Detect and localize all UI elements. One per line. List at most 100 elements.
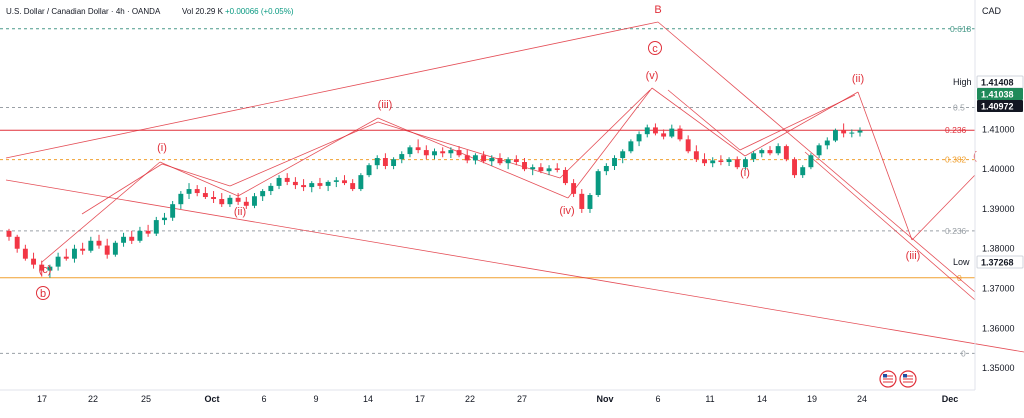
candle-body — [702, 159, 707, 164]
price-badge-value: 1.41408 — [981, 78, 1014, 88]
wave-circle — [36, 286, 50, 300]
candle-body — [292, 181, 298, 186]
candle-body — [693, 151, 699, 160]
wave-label: c — [652, 43, 658, 55]
event-icons — [879, 370, 917, 388]
candle-body — [759, 150, 765, 154]
candle-body — [235, 197, 241, 202]
fib-label: 0.236 — [945, 125, 967, 135]
fib-label: 0 — [961, 348, 966, 358]
candle-body — [63, 256, 69, 259]
candle-body — [489, 158, 495, 162]
symbol-title: U.S. Dollar / Canadian Dollar · 4h · OAN… — [6, 7, 161, 16]
wave-line — [161, 163, 231, 187]
candle-body — [145, 230, 151, 234]
price-badge-value: 1.37268 — [981, 258, 1014, 268]
price-badge — [976, 255, 1024, 269]
x-tick-label: 11 — [705, 394, 714, 404]
wave-line — [667, 89, 741, 151]
candle-body — [268, 185, 274, 192]
candle-body — [170, 204, 176, 218]
candle-body — [505, 159, 511, 164]
candle-body — [350, 183, 356, 190]
candle-body — [432, 151, 437, 156]
currency-label: CAD — [982, 6, 1002, 16]
candle-body — [456, 150, 462, 156]
change-readout: +0.00066 (+0.05%) — [225, 7, 294, 16]
x-tick-label: 25 — [141, 394, 151, 404]
candle-body — [652, 127, 658, 134]
candle-body — [710, 160, 716, 164]
candle-body — [22, 248, 28, 259]
candle-body — [112, 242, 118, 255]
candle-body — [669, 128, 675, 137]
candle-body — [72, 248, 77, 259]
candle-body — [194, 189, 200, 194]
x-tick-label: Dec — [942, 394, 959, 404]
x-tick-label: 17 — [415, 394, 425, 404]
candle-body — [284, 177, 290, 182]
candle-body — [178, 193, 184, 205]
candle-body — [734, 159, 740, 168]
fib-label: 0.5 — [953, 103, 965, 113]
price-badge-value: 1.40972 — [981, 102, 1014, 112]
x-tick-label: 22 — [465, 394, 475, 404]
candle-body — [121, 236, 127, 243]
candle-body — [333, 180, 339, 182]
candle-body — [186, 189, 192, 194]
x-tick-label: 24 — [857, 394, 867, 404]
volume-readout: Vol 20.29 K — [182, 7, 224, 16]
candle-body — [448, 150, 454, 154]
candle-body — [391, 159, 397, 166]
candle-body — [742, 159, 748, 168]
candle-body — [783, 146, 789, 160]
y-axis: 1.420001.410001.400001.390001.380001.370… — [974, 0, 1015, 390]
wave-line — [5, 179, 1024, 353]
candle-body — [636, 134, 642, 142]
wave-line — [651, 87, 746, 157]
price-badge — [977, 88, 1023, 100]
x-tick-label: 9 — [313, 394, 318, 404]
candle-body — [55, 256, 61, 267]
price-badge — [977, 100, 1023, 112]
candle-body — [800, 167, 806, 176]
trend-lines — [5, 21, 1024, 353]
wave-line — [739, 94, 856, 151]
candle-body — [841, 130, 847, 134]
wave-line — [5, 21, 659, 159]
fib-label: 0.236 — [945, 226, 967, 236]
y-tick-label: 1.37000 — [982, 284, 1015, 294]
x-tick-label: 27 — [517, 394, 527, 404]
candle-body — [751, 153, 757, 160]
wave-label: (iv) — [559, 205, 574, 217]
wave-line — [41, 161, 161, 263]
candle-body — [661, 133, 667, 137]
x-tick-label: 14 — [363, 394, 373, 404]
wave-line — [229, 121, 379, 187]
fib-label: 0.382 — [945, 155, 967, 165]
candle-body — [317, 183, 323, 186]
y-tick-label: 1.35000 — [982, 363, 1015, 373]
fib-label: 0.618 — [950, 24, 972, 34]
wave-label: B — [654, 4, 661, 16]
candle-body — [816, 145, 822, 156]
x-tick-label: 6 — [655, 394, 660, 404]
fib-levels: 0.618 0.5 0.236 0.382 0.236 0 0 — [0, 24, 975, 358]
x-tick-label: 22 — [88, 394, 98, 404]
badge-tag-label: Low — [953, 257, 970, 267]
candle-body — [857, 130, 863, 133]
flag-canton — [883, 374, 887, 378]
candle-body — [96, 240, 102, 246]
candle-body — [595, 171, 601, 196]
candle-body — [162, 217, 167, 221]
candle-body — [513, 159, 519, 163]
candle-body — [211, 197, 217, 200]
candle-body — [677, 128, 683, 140]
wave-label: (ii) — [852, 73, 864, 85]
price-badge-value: 1.41038 — [981, 90, 1014, 100]
candle-body — [464, 155, 470, 161]
x-tick-label: 17 — [37, 394, 47, 404]
x-axis: 17 22 25 Oct 6 9 14 17 22 27 Nov 6 11 14 19 24 Dec — [0, 389, 975, 404]
